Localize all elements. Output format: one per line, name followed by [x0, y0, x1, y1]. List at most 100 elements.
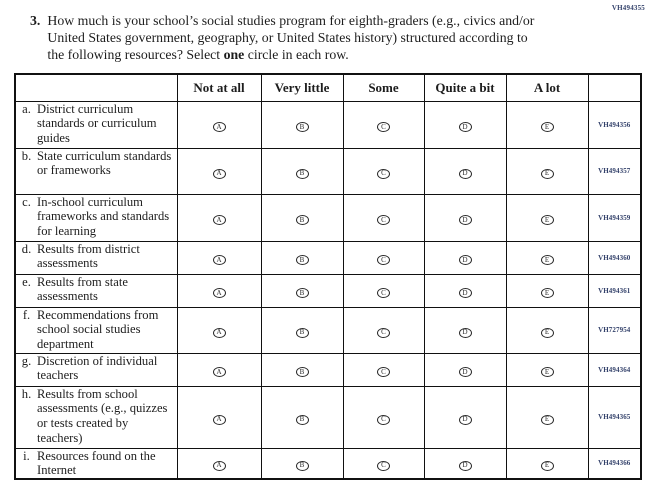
answer-bubble-e[interactable]: E: [540, 255, 554, 265]
row-code: VH494356: [587, 100, 642, 149]
row-label-cell: i. Resources found on the Internet: [14, 447, 178, 480]
row-label: Recommendations from school social studi…: [37, 307, 159, 352]
option-cell-not-at-all: A: [176, 240, 262, 275]
option-cell-quite-a-bit: D: [423, 147, 507, 195]
answer-bubble-a[interactable]: A: [212, 288, 226, 298]
answer-bubble-b[interactable]: B: [295, 288, 309, 298]
answer-bubble-b[interactable]: B: [295, 460, 309, 471]
answer-bubble-b[interactable]: B: [295, 215, 309, 225]
answer-bubble-c[interactable]: C: [377, 414, 390, 425]
option-cell-a-lot: E: [505, 273, 589, 308]
answer-bubble-d[interactable]: D: [458, 327, 472, 338]
option-cell-not-at-all: A: [176, 352, 262, 387]
answer-bubble-e[interactable]: E: [540, 122, 554, 132]
answer-bubble-b[interactable]: B: [295, 255, 309, 265]
table-row: f. Recommendations from school social st…: [14, 306, 642, 354]
answer-bubble-c[interactable]: C: [377, 255, 390, 265]
table-row: e. Results from state assessments A B C …: [14, 273, 642, 308]
option-cell-some: C: [342, 240, 425, 275]
answer-bubble-e[interactable]: E: [540, 460, 554, 471]
answer-bubble-d[interactable]: D: [458, 460, 472, 471]
answer-bubble-d[interactable]: D: [458, 288, 472, 298]
answer-bubble-c[interactable]: C: [377, 327, 390, 338]
answer-bubble-b[interactable]: B: [295, 327, 309, 338]
option-cell-a-lot: E: [505, 306, 589, 354]
answer-bubble-c[interactable]: C: [377, 288, 390, 298]
answer-bubble-a[interactable]: A: [212, 215, 226, 225]
answer-bubble-a[interactable]: A: [212, 414, 226, 425]
answer-bubble-d[interactable]: D: [458, 367, 472, 377]
answer-bubble-e[interactable]: E: [540, 327, 554, 338]
option-cell-very-little: B: [260, 306, 344, 354]
option-cell-a-lot: E: [505, 447, 589, 480]
question-text: How much is your school’s social studies…: [47, 13, 547, 63]
answer-bubble-b[interactable]: B: [295, 168, 309, 179]
answer-bubble-a[interactable]: A: [212, 460, 226, 471]
option-cell-very-little: B: [260, 352, 344, 387]
answer-bubble-d[interactable]: D: [458, 414, 472, 425]
row-label-cell: d. Results from district assessments: [14, 240, 178, 275]
answer-bubble-e[interactable]: E: [540, 168, 554, 179]
answer-bubble-e[interactable]: E: [540, 367, 554, 377]
answer-bubble-e[interactable]: E: [540, 288, 554, 298]
answer-bubble-c[interactable]: C: [377, 367, 390, 377]
row-letter: e.: [22, 274, 31, 289]
option-cell-some: C: [342, 193, 425, 242]
answer-bubble-b[interactable]: B: [295, 367, 309, 377]
row-label: Resources found on the Internet: [37, 448, 156, 478]
option-cell-quite-a-bit: D: [423, 352, 507, 387]
answer-bubble-d[interactable]: D: [458, 255, 472, 265]
option-cell-quite-a-bit: D: [423, 447, 507, 480]
answer-bubble-b[interactable]: B: [295, 122, 309, 132]
option-cell-not-at-all: A: [176, 193, 262, 242]
row-letter: a.: [22, 101, 31, 116]
row-code: VH494366: [587, 447, 642, 480]
answer-bubble-a[interactable]: A: [212, 327, 226, 338]
answer-bubble-e[interactable]: E: [540, 215, 554, 225]
option-cell-some: C: [342, 306, 425, 354]
column-header-some: Some: [342, 73, 425, 102]
label-column-header: [14, 73, 178, 102]
option-cell-very-little: B: [260, 100, 344, 149]
answer-bubble-c[interactable]: C: [377, 168, 390, 179]
column-header-not-at-all: Not at all: [176, 73, 262, 102]
option-cell-quite-a-bit: D: [423, 100, 507, 149]
question-text-tail: circle in each row.: [244, 46, 349, 62]
answer-bubble-d[interactable]: D: [458, 168, 472, 179]
answer-bubble-c[interactable]: C: [377, 215, 390, 225]
row-code: VH494365: [587, 385, 642, 449]
row-label: Discretion of individual teachers: [37, 353, 158, 383]
header-row: Not at all Very little Some Quite a bit …: [14, 73, 642, 102]
answer-bubble-d[interactable]: D: [458, 122, 472, 132]
question-number: 3.: [30, 13, 41, 28]
answer-bubble-a[interactable]: A: [212, 122, 226, 132]
answer-bubble-b[interactable]: B: [295, 414, 309, 425]
option-cell-quite-a-bit: D: [423, 273, 507, 308]
row-letter: f.: [22, 307, 31, 322]
option-cell-very-little: B: [260, 240, 344, 275]
answer-bubble-c[interactable]: C: [377, 122, 390, 132]
row-code: VH494357: [587, 147, 642, 195]
option-cell-very-little: B: [260, 147, 344, 195]
answer-bubble-a[interactable]: A: [212, 255, 226, 265]
option-cell-quite-a-bit: D: [423, 193, 507, 242]
row-label: Results from state assessments: [37, 274, 128, 304]
column-header-a-lot: A lot: [505, 73, 589, 102]
table-row: h. Results from school assessments (e.g.…: [14, 385, 642, 449]
page-accession-code: VH494355: [611, 4, 645, 12]
answer-bubble-a[interactable]: A: [212, 168, 226, 179]
row-label-cell: b. State curriculum standards or framewo…: [14, 147, 178, 195]
table-row: g. Discretion of individual teachers A B…: [14, 352, 642, 387]
row-code: VH727954: [587, 306, 642, 354]
answer-bubble-e[interactable]: E: [540, 414, 554, 425]
answer-bubble-a[interactable]: A: [212, 367, 226, 377]
table-row: a. District curriculum standards or curr…: [14, 100, 642, 149]
option-cell-not-at-all: A: [176, 306, 262, 354]
row-label: Results from school assessments (e.g., q…: [37, 386, 168, 446]
answer-bubble-c[interactable]: C: [377, 460, 390, 471]
option-cell-a-lot: E: [505, 385, 589, 449]
question-text-main: How much is your school’s social studies…: [47, 13, 535, 62]
row-letter: b.: [21, 148, 32, 163]
answer-bubble-d[interactable]: D: [458, 215, 472, 225]
